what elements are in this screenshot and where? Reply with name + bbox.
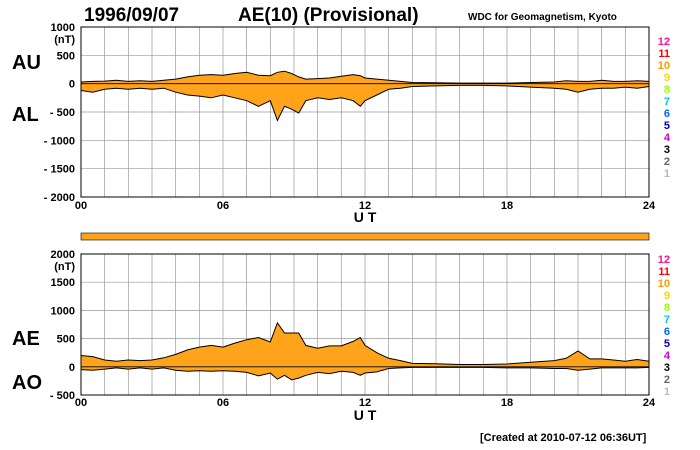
x-tick-label: 06 [217,200,229,212]
y-axis-unit: (nT) [54,261,75,273]
level-scale-label: 11 [658,48,670,60]
level-scale-label: 5 [664,120,670,132]
y-tick-label: 500 [57,334,75,346]
level-scale-label: 1 [664,168,670,180]
data-source-label: WDC for Geomagnetism, Kyoto [468,12,617,23]
level-scale-label: 6 [664,108,670,120]
series-line-ao [80,366,650,381]
level-scale-label: 7 [664,314,670,326]
ao-label: AO [12,372,42,394]
creation-timestamp: [Created at 2010-07-12 06:36UT] [480,432,647,444]
level-scale-label: 2 [664,374,670,386]
level-scale-label: 7 [664,96,670,108]
series-line-al [80,84,650,122]
series-fill-area [81,322,649,380]
level-scale-label: 6 [664,326,670,338]
level-scale-label: 1 [664,386,670,398]
y-tick-label: 2000 [51,249,75,261]
level-scale-label: 10 [658,278,670,290]
y-axis-unit: (nT) [54,34,75,46]
x-axis-label: U T [354,209,377,225]
level-scale-label: 4 [664,132,671,144]
y-tick-label: - 2000 [44,192,75,204]
x-tick-label: 00 [75,397,87,409]
x-tick-label: 24 [643,397,656,409]
y-tick-label: 0 [69,362,75,374]
level-scale-label: 9 [664,290,670,302]
al-label: AL [12,104,39,126]
y-tick-label: 1000 [51,22,75,34]
y-tick-label: - 500 [50,107,75,119]
series-line-au [80,70,650,84]
x-tick-label: 18 [501,200,513,212]
y-tick-label: 1500 [51,277,75,289]
x-tick-label: 18 [501,397,513,409]
level-scale-label: 12 [658,36,670,48]
y-tick-label: 0 [69,79,75,91]
x-tick-label: 24 [643,200,656,212]
y-tick-label: - 500 [50,390,75,402]
level-scale-label: 8 [664,302,670,314]
plot-frame [80,26,650,198]
au-label: AU [12,52,41,74]
level-scale-label: 8 [664,84,670,96]
level-scale-label: 2 [664,156,670,168]
y-tick-label: - 1000 [44,135,75,147]
x-tick-label: 12 [359,200,371,212]
plot-frame [80,253,650,396]
x-tick-label: 12 [359,397,371,409]
level-scale-label: 11 [658,266,670,278]
x-tick-label: 00 [75,200,87,212]
y-tick-label: - 1500 [44,164,75,176]
ae-label: AE [12,328,40,350]
level-scale-label: 10 [658,60,670,72]
series-line-ae [80,321,650,365]
chart-date: 1996/09/07 [84,5,180,26]
y-tick-label: 1000 [51,305,75,317]
y-tick-label: 500 [57,50,75,62]
level-scale-label: 3 [664,144,670,156]
chart-title: AE(10) (Provisional) [238,5,419,26]
level-scale-label: 4 [664,350,671,362]
level-scale-label: 9 [664,72,670,84]
level-scale-label: 5 [664,338,670,350]
x-axis-label: U T [354,407,377,423]
x-tick-label: 06 [217,397,229,409]
separator-band [80,232,650,241]
level-scale-label: 3 [664,362,670,374]
level-scale-label: 12 [658,254,670,266]
